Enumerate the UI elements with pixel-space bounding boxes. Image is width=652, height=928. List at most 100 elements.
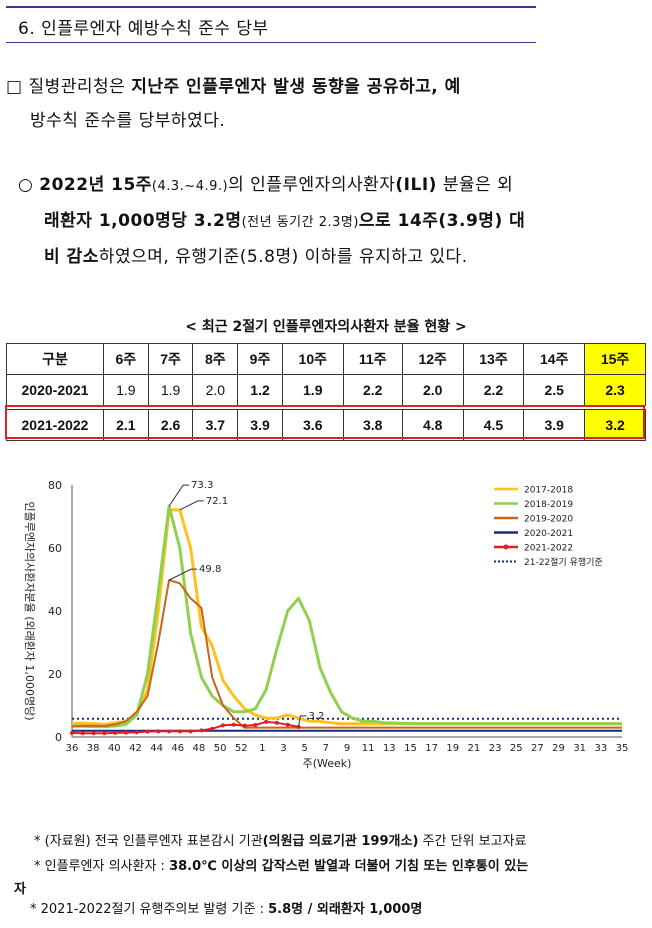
- y-tick-label: 80: [48, 479, 62, 492]
- table-cell: 3.6: [281, 409, 344, 441]
- table-cell: 1.9: [103, 374, 149, 406]
- table-cell-current: 2.3: [584, 374, 646, 406]
- x-tick-label: 27: [531, 743, 544, 754]
- table-cell: 1.9: [281, 374, 344, 406]
- note-thr-b: 5.8명 / 외래환자 1,000명: [268, 902, 423, 917]
- table-cell: 1.2: [237, 374, 283, 406]
- annotation-leader: [297, 715, 307, 728]
- table-cell: 2.2: [342, 374, 403, 406]
- note-source-b: (의원급 의료기관 199개소): [262, 834, 419, 849]
- table-cell: 2.2: [462, 374, 525, 406]
- x-tick-label: 50: [214, 743, 227, 754]
- series-point-2021-2022: [188, 729, 193, 734]
- annotation-label: 73.3: [191, 480, 213, 491]
- table-cell: 2.0: [192, 374, 239, 406]
- x-tick-label: 1: [259, 743, 265, 754]
- legend-label: 2017-2018: [524, 486, 573, 496]
- table-cell: 2.1: [103, 409, 149, 441]
- x-tick-label: 44: [150, 743, 163, 754]
- series-point-2021-2022: [274, 720, 279, 725]
- legend-label: 2019-2020: [524, 515, 573, 525]
- x-tick-label: 5: [302, 743, 308, 754]
- header-cell: 8주: [192, 343, 239, 375]
- annotation-label: 49.8: [199, 564, 221, 575]
- paragraph-1: □ 질병관리청은 지난주 인플루엔자 발생 동향을 공유하고, 예 방수칙 준수…: [6, 70, 646, 138]
- note-source: * (자료원) 전국 인플루엔자 표본감시 기관(의원급 의료기관 199개소)…: [34, 832, 526, 852]
- table-cell: 3.9: [237, 409, 283, 441]
- note-thr-a: * 2021-2022절기 유행주의보 발령 기준 :: [30, 902, 269, 917]
- legend-label: 21-22절기 유행기준: [524, 556, 603, 568]
- x-tick-label: 9: [344, 743, 350, 754]
- x-tick-label: 11: [362, 743, 375, 754]
- legend-label: 2020-2021: [524, 529, 573, 539]
- series-point-2021-2022: [91, 731, 96, 736]
- header-cell: 10주: [281, 343, 344, 375]
- para2-rate: 분율은 외: [436, 175, 514, 195]
- header-cell: 7주: [147, 343, 194, 375]
- x-tick-label: 17: [425, 743, 438, 754]
- header-cell: 9주: [237, 343, 283, 375]
- header-cell-current: 15주: [584, 343, 646, 375]
- note-def-c: 자: [14, 882, 26, 897]
- x-tick-label: 33: [594, 743, 607, 754]
- note-definition-cont: 자: [14, 880, 26, 900]
- table-cell: 4.5: [462, 409, 525, 441]
- section-title: 6. 인플루엔자 예방수칙 준수 당부: [18, 19, 269, 39]
- series-point-2021-2022: [231, 722, 236, 727]
- series-point-2021-2022: [264, 719, 269, 724]
- annotation-leader: [179, 500, 204, 511]
- x-tick-label: 42: [129, 743, 142, 754]
- ili-line-chart: 0 20 40 60 80 36 38 40 42 44 46 48 50 52 1 3 5 7 9 11 13 15 17…: [10, 475, 642, 775]
- para2-compare: 으로 14주(3.9명) 대: [358, 211, 526, 231]
- para2-ili-abbr: (ILI): [395, 175, 437, 195]
- x-tick-label: 35: [616, 743, 629, 754]
- y-tick-label: 60: [48, 542, 62, 555]
- table-cell: 2.5: [523, 374, 586, 406]
- paragraph-2: ○ 2022년 15주(4.3.~4.9.)의 인플루엔자의사환자(ILI) 분…: [18, 168, 646, 274]
- note-def-b: 38.0℃ 이상의 갑작스런 발열과 더불어 기침 또는 인후통이 있는: [169, 859, 529, 874]
- x-tick-label: 52: [235, 743, 248, 754]
- table-cell: 3.7: [192, 409, 239, 441]
- header-cell: 구분: [6, 343, 104, 375]
- y-tick-label: 0: [55, 731, 62, 744]
- para2-dates: (4.3.~4.9.): [151, 179, 229, 194]
- table-title: < 최근 2절기 인플루엔자의사환자 분율 현황 >: [185, 319, 467, 335]
- legend-marker: [503, 544, 509, 550]
- header-cell: 11주: [342, 343, 403, 375]
- x-tick-label: 29: [552, 743, 565, 754]
- table-cell: 2020-2021: [6, 374, 104, 406]
- x-tick-label: 38: [87, 743, 100, 754]
- x-tick-label: 36: [66, 743, 79, 754]
- para2-decrease: 비 감소: [44, 247, 99, 267]
- header-cell: 14주: [523, 343, 586, 375]
- para2-threshold: 하였으며, 유행기준(5.8명) 이하를 유지: [98, 247, 392, 267]
- y-tick-label: 40: [48, 605, 62, 618]
- series-point-2021-2022: [156, 729, 161, 734]
- series-point-2021-2022: [113, 730, 118, 735]
- series-point-2021-2022: [70, 730, 74, 735]
- x-tick-label: 48: [193, 743, 206, 754]
- annotation-leader: [168, 484, 190, 507]
- section-title-box: 6. 인플루엔자 예방수칙 준수 당부: [6, 6, 536, 43]
- para2-value: 래환자 1,000명당 3.2명: [44, 211, 242, 231]
- para1-emph: 지난주 인플루엔자 발생 동향을 공유하고, 예: [131, 77, 461, 97]
- x-tick-label: 23: [489, 743, 502, 754]
- series-point-2021-2022: [123, 730, 128, 735]
- x-tick-label: 21: [468, 743, 481, 754]
- series-point-2021-2022: [80, 731, 85, 736]
- y-tick-label: 20: [48, 668, 62, 681]
- para1-text: 질병관리청은: [28, 77, 126, 97]
- annotation-leader: [168, 568, 198, 581]
- series-point-2021-2022: [177, 729, 182, 734]
- para2-prev: (전년 동기간 2.3명): [241, 215, 359, 230]
- x-tick-label: 15: [404, 743, 417, 754]
- x-tick-label: 3: [280, 743, 286, 754]
- table-cell: 1.9: [147, 374, 194, 406]
- x-tick-label: 31: [573, 743, 586, 754]
- x-tick-label: 19: [446, 743, 459, 754]
- table-cell: 2.0: [401, 374, 464, 406]
- header-cell: 12주: [401, 343, 464, 375]
- legend-label: 2018-2019: [524, 500, 573, 510]
- series-point-2021-2022: [134, 730, 139, 735]
